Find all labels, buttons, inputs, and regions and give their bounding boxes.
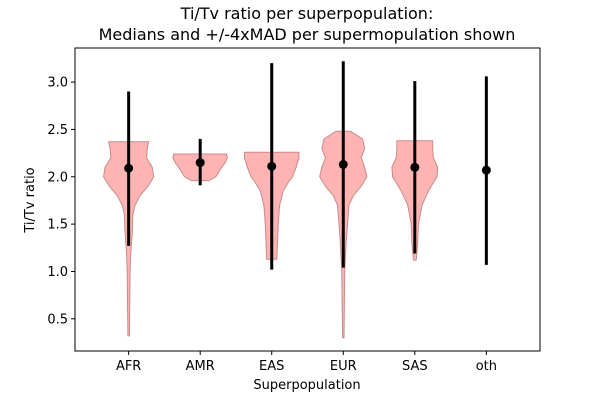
median-marker-oth [481,165,491,175]
tick-layer: 0.5 1.0 1.5 2.0 2.5 3.0 AFR AMR EAS EUR SAS oth [47,76,497,374]
y-tick-label: 3.0 [47,76,68,91]
y-tick-label: 2.0 [47,170,68,185]
y-axis-label: Ti/Tv ratio [23,167,38,233]
median-marker-sas [410,162,420,172]
y-tick-label: 1.5 [47,218,68,233]
x-tick-label: oth [476,359,497,374]
y-tick-label: 0.5 [47,312,68,327]
x-tick-label: AFR [116,359,141,374]
y-tick-label: 2.5 [47,123,68,138]
median-marker-eur [338,159,348,169]
x-tick-label: SAS [402,359,428,374]
median-marker-layer [124,158,491,175]
chart-title-line-1: Ti/Tv ratio per superpopulation: [180,4,434,23]
plot-frame [74,47,541,352]
x-tick-label: AMR [186,359,215,374]
median-marker-afr [124,163,134,173]
y-tick-label: 1.0 [47,265,68,280]
median-marker-eas [267,161,277,171]
median-marker-amr [195,158,205,168]
x-tick-label: EAS [259,359,284,374]
chart-title-line-2: Medians and +/-4xMAD per supermopulation… [99,25,516,44]
x-axis-label: Superpopulation [253,378,360,393]
x-tick-label: EUR [330,359,357,374]
